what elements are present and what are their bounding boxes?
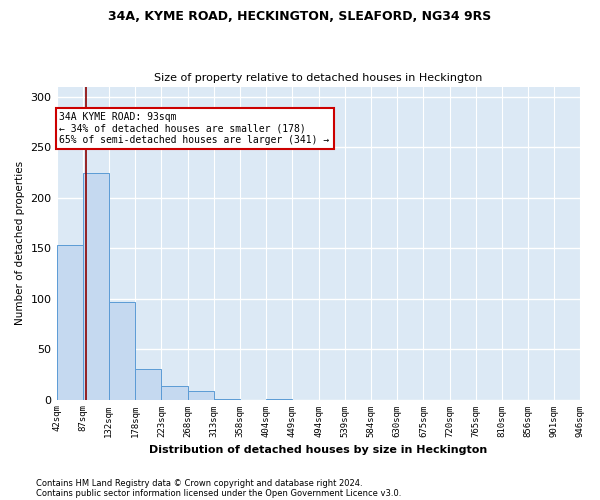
- Text: Contains public sector information licensed under the Open Government Licence v3: Contains public sector information licen…: [36, 488, 401, 498]
- Text: 34A KYME ROAD: 93sqm
← 34% of detached houses are smaller (178)
65% of semi-deta: 34A KYME ROAD: 93sqm ← 34% of detached h…: [59, 112, 329, 145]
- Bar: [136, 370, 161, 400]
- Y-axis label: Number of detached properties: Number of detached properties: [15, 161, 25, 325]
- X-axis label: Distribution of detached houses by size in Heckington: Distribution of detached houses by size …: [149, 445, 488, 455]
- Bar: [109, 302, 136, 400]
- Bar: [83, 174, 109, 400]
- Bar: [161, 386, 188, 400]
- Title: Size of property relative to detached houses in Heckington: Size of property relative to detached ho…: [154, 73, 483, 83]
- Bar: [56, 245, 83, 400]
- Bar: [188, 392, 214, 400]
- Bar: [214, 398, 239, 400]
- Text: 34A, KYME ROAD, HECKINGTON, SLEAFORD, NG34 9RS: 34A, KYME ROAD, HECKINGTON, SLEAFORD, NG…: [109, 10, 491, 23]
- Bar: [266, 398, 292, 400]
- Text: Contains HM Land Registry data © Crown copyright and database right 2024.: Contains HM Land Registry data © Crown c…: [36, 478, 362, 488]
